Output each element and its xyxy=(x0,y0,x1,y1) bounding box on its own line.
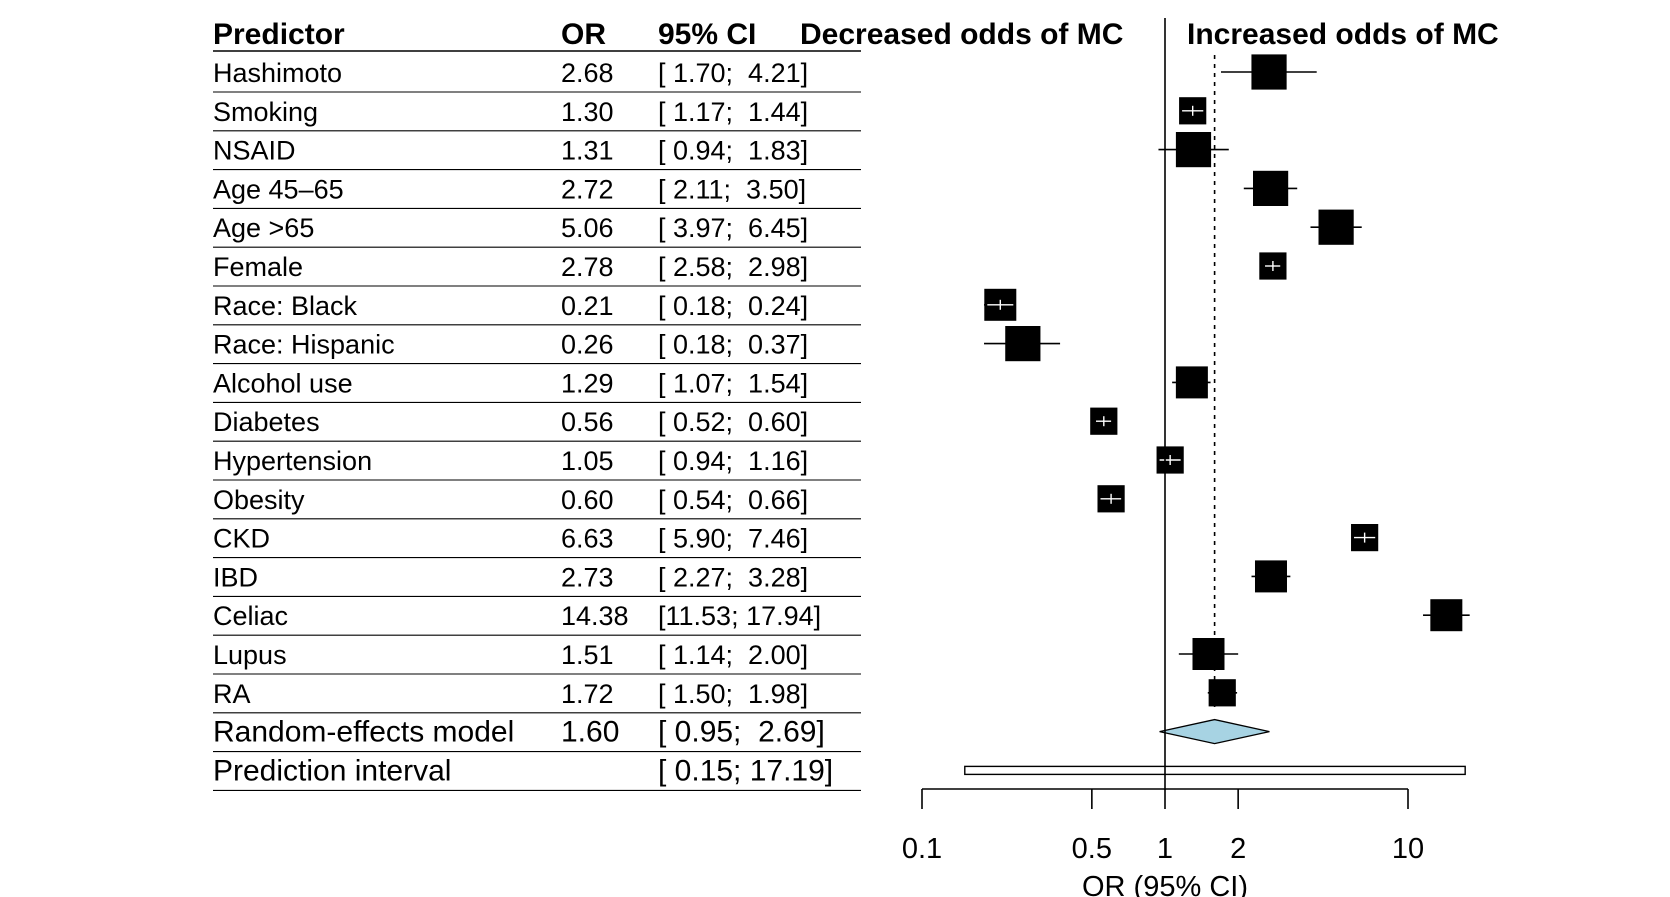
row-ci-value: [ 0.94; 1.83] xyxy=(658,136,808,166)
estimate-square xyxy=(1175,366,1208,399)
row-or-value: 2.68 xyxy=(561,58,614,88)
prediction-interval-bar xyxy=(964,765,1466,776)
row-or-value: 1.72 xyxy=(561,679,614,709)
x-axis: OR (95% CI) 0.1 0.5 1 2 10 xyxy=(902,788,1424,897)
row-label: Race: Hispanic xyxy=(213,330,395,360)
row-or-value: 14.38 xyxy=(561,601,629,631)
header-increased-odds: Increased odds of MC xyxy=(1187,18,1499,51)
row-ci-value: [ 1.17; 1.44] xyxy=(658,97,808,127)
prediction-label: Prediction interval xyxy=(213,754,451,787)
row-label: RA xyxy=(213,679,251,709)
row-label: Lupus xyxy=(213,640,287,670)
header-ci: 95% CI xyxy=(658,18,756,51)
row-ci-value: [ 0.18; 0.37] xyxy=(658,330,808,360)
header-predictor: Predictor xyxy=(213,18,345,51)
row-or-value: 1.31 xyxy=(561,136,614,166)
row-label: Female xyxy=(213,252,303,282)
row-ci-value: [ 1.70; 4.21] xyxy=(658,58,808,88)
pooled-label: Random-effects model xyxy=(213,716,514,749)
row-label: Hypertension xyxy=(213,446,372,476)
row-label: Alcohol use xyxy=(213,368,353,398)
row-ci-value: [ 3.97; 6.45] xyxy=(658,213,808,243)
row-or-value: 0.21 xyxy=(561,291,614,321)
row-label: CKD xyxy=(213,524,270,554)
x-axis-label: OR (95% CI) xyxy=(1082,871,1248,897)
row-ci-value: [ 2.58; 2.98] xyxy=(658,252,808,282)
pooled-or-value: 1.60 xyxy=(561,716,619,749)
row-label: Age 45–65 xyxy=(213,174,344,204)
pooled-ci-value: [ 0.95; 2.69] xyxy=(658,716,825,749)
row-label: Obesity xyxy=(213,485,305,515)
estimate-square xyxy=(1253,170,1289,206)
row-ci-value: [ 0.94; 1.16] xyxy=(658,446,808,476)
estimate-square xyxy=(1208,679,1236,707)
row-or-value: 2.73 xyxy=(561,562,614,592)
row-or-value: 0.26 xyxy=(561,330,614,360)
x-tick-label: 1 xyxy=(1157,833,1173,865)
row-or-value: 0.60 xyxy=(561,485,614,515)
row-ci-value: [ 2.27; 3.28] xyxy=(658,562,808,592)
x-tick-label: 2 xyxy=(1230,833,1246,865)
x-tick-label: 0.1 xyxy=(902,833,942,865)
row-ci-value: [ 1.14; 2.00] xyxy=(658,640,808,670)
row-or-value: 2.78 xyxy=(561,252,614,282)
row-or-value: 6.63 xyxy=(561,524,614,554)
header-or: OR xyxy=(561,18,606,51)
row-or-value: 5.06 xyxy=(561,213,614,243)
row-ci-value: [ 0.52; 0.60] xyxy=(658,407,808,437)
plot-area xyxy=(964,18,1470,790)
x-tick-label: 0.5 xyxy=(1072,833,1112,865)
row-ci-value: [11.53; 17.94] xyxy=(658,601,821,631)
predictor-table: Hashimoto 2.68 [ 1.70; 4.21] Smoking 1.30 [ 1… xyxy=(213,58,861,791)
estimate-square xyxy=(1251,54,1287,90)
row-label: IBD xyxy=(213,562,258,592)
row-ci-value: [ 1.50; 1.98] xyxy=(658,679,808,709)
header-decreased-odds: Decreased odds of MC xyxy=(800,18,1123,51)
estimate-square xyxy=(1175,132,1212,168)
row-label: Diabetes xyxy=(213,407,320,437)
row-or-value: 1.30 xyxy=(561,97,614,127)
row-label: NSAID xyxy=(213,136,296,166)
x-tick-label: 10 xyxy=(1392,833,1424,865)
estimate-square xyxy=(1192,638,1225,670)
row-or-value: 2.72 xyxy=(561,174,614,204)
row-or-value: 1.51 xyxy=(561,640,614,670)
prediction-ci-value: [ 0.15; 17.19] xyxy=(658,754,833,787)
row-label: Celiac xyxy=(213,601,288,631)
row-ci-value: [ 2.11; 3.50] xyxy=(658,174,806,204)
row-ci-value: [ 5.90; 7.46] xyxy=(658,524,808,554)
pooled-diamond xyxy=(1159,718,1270,745)
row-label: Age >65 xyxy=(213,213,314,243)
row-ci-value: [ 1.07; 1.54] xyxy=(658,368,808,398)
row-label: Race: Black xyxy=(213,291,358,321)
row-ci-value: [ 0.18; 0.24] xyxy=(658,291,808,321)
row-ci-value: [ 0.54; 0.66] xyxy=(658,485,808,515)
row-label: Hashimoto xyxy=(213,58,342,88)
row-or-value: 1.29 xyxy=(561,368,614,398)
column-headers: Predictor OR 95% CI Decreased odds of MC… xyxy=(213,18,1499,52)
row-label: Smoking xyxy=(213,97,318,127)
row-or-value: 1.05 xyxy=(561,446,614,476)
estimate-square xyxy=(1254,560,1287,593)
row-or-value: 0.56 xyxy=(561,407,614,437)
estimate-square xyxy=(1005,326,1041,362)
estimate-square xyxy=(1318,209,1354,245)
estimate-square xyxy=(1430,599,1463,632)
